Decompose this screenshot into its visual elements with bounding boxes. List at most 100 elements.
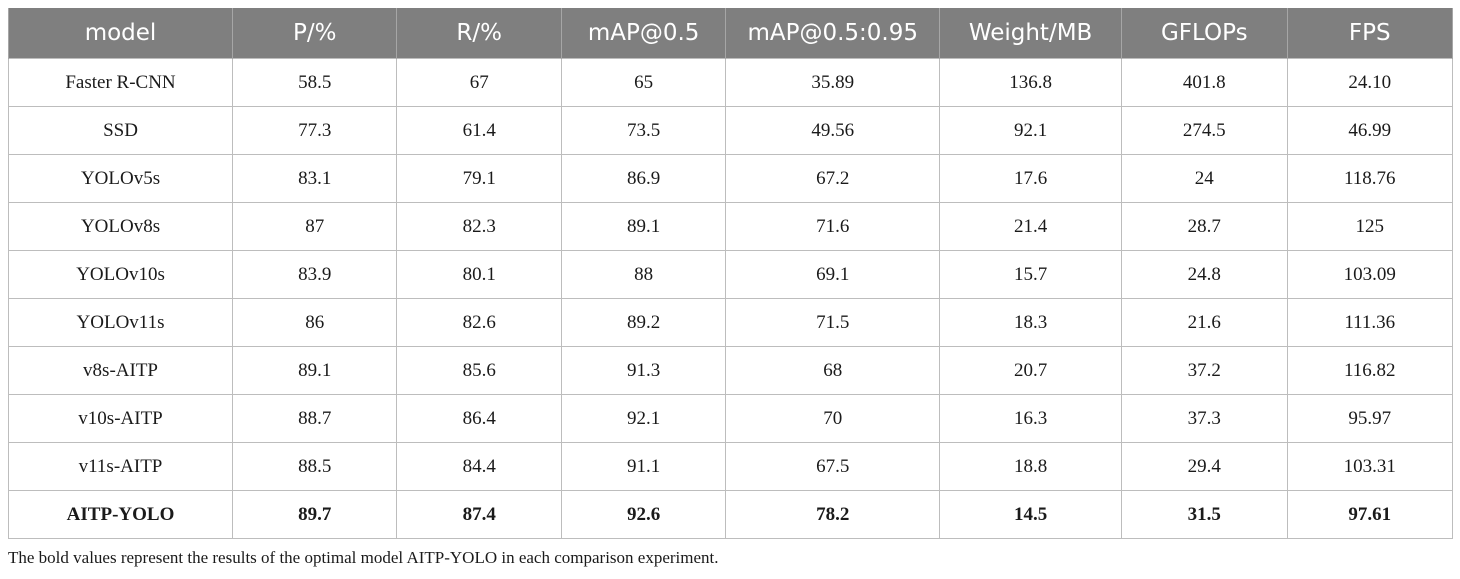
metric-cell: 67 [396, 58, 562, 107]
metric-cell: 14.5 [939, 490, 1123, 539]
metric-cell: 71.5 [725, 298, 941, 347]
table-row: YOLOv5s 83.1 79.1 86.9 67.2 17.6 24 118.76 [7, 154, 1453, 203]
model-name-cell: v10s-AITP [7, 394, 234, 443]
results-table: model P/% R/% mAP@0.5 mAP@0.5:0.95 Weigh… [7, 8, 1453, 539]
metric-cell: 97.61 [1286, 490, 1453, 539]
header-model: model [7, 8, 234, 59]
metric-cell: 83.1 [232, 154, 398, 203]
metric-cell: 82.3 [396, 202, 562, 251]
table-footnote: The bold values represent the results of… [8, 548, 719, 567]
metric-cell: 37.3 [1121, 394, 1288, 443]
table-row: v11s-AITP 88.5 84.4 91.1 67.5 18.8 29.4 103.31 [7, 442, 1453, 491]
header-weight: Weight/MB [939, 8, 1123, 59]
metric-cell: 92.6 [560, 490, 727, 539]
metric-cell: 24.8 [1121, 250, 1288, 299]
metric-cell: 77.3 [232, 106, 398, 155]
metric-cell: 18.8 [939, 442, 1123, 491]
header-fps: FPS [1286, 8, 1453, 59]
metric-cell: 18.3 [939, 298, 1123, 347]
model-name-cell: YOLOv10s [7, 250, 234, 299]
metric-cell: 61.4 [396, 106, 562, 155]
metric-cell: 86.4 [396, 394, 562, 443]
metric-cell: 87 [232, 202, 398, 251]
metric-cell: 29.4 [1121, 442, 1288, 491]
metric-cell: 103.31 [1286, 442, 1453, 491]
header-map50: mAP@0.5 [560, 8, 727, 59]
metric-cell: 95.97 [1286, 394, 1453, 443]
metric-cell: 86 [232, 298, 398, 347]
metric-cell: 89.2 [560, 298, 727, 347]
model-name-cell: YOLOv5s [7, 154, 234, 203]
header-gflops: GFLOPs [1121, 8, 1288, 59]
table-row: YOLOv11s 86 82.6 89.2 71.5 18.3 21.6 111.36 [7, 298, 1453, 347]
metric-cell: 69.1 [725, 250, 941, 299]
table-row: v8s-AITP 89.1 85.6 91.3 68 20.7 37.2 116.82 [7, 346, 1453, 395]
table-row: YOLOv8s 87 82.3 89.1 71.6 21.4 28.7 125 [7, 202, 1453, 251]
metric-cell: 73.5 [560, 106, 727, 155]
metric-cell: 88.5 [232, 442, 398, 491]
metric-cell: 21.6 [1121, 298, 1288, 347]
metric-cell: 49.56 [725, 106, 941, 155]
metric-cell: 67.2 [725, 154, 941, 203]
metric-cell: 84.4 [396, 442, 562, 491]
metric-cell: 58.5 [232, 58, 398, 107]
model-name-cell: v11s-AITP [7, 442, 234, 491]
metric-cell: 80.1 [396, 250, 562, 299]
metric-cell: 274.5 [1121, 106, 1288, 155]
metric-cell: 88.7 [232, 394, 398, 443]
metric-cell: 103.09 [1286, 250, 1453, 299]
metric-cell: 401.8 [1121, 58, 1288, 107]
table-row: Faster R-CNN 58.5 67 65 35.89 136.8 401.8 24.10 [7, 58, 1453, 107]
metric-cell: 28.7 [1121, 202, 1288, 251]
table-row: YOLOv10s 83.9 80.1 88 69.1 15.7 24.8 103.09 [7, 250, 1453, 299]
metric-cell: 16.3 [939, 394, 1123, 443]
metric-cell: 17.6 [939, 154, 1123, 203]
metric-cell: 79.1 [396, 154, 562, 203]
metric-cell: 71.6 [725, 202, 941, 251]
metric-cell: 87.4 [396, 490, 562, 539]
model-name-cell: YOLOv8s [7, 202, 234, 251]
header-recall: R/% [396, 8, 562, 59]
metric-cell: 31.5 [1121, 490, 1288, 539]
metric-cell: 35.89 [725, 58, 941, 107]
metric-cell: 86.9 [560, 154, 727, 203]
model-name-cell: YOLOv11s [7, 298, 234, 347]
metric-cell: 67.5 [725, 442, 941, 491]
metric-cell: 91.1 [560, 442, 727, 491]
metric-cell: 116.82 [1286, 346, 1453, 395]
metric-cell: 89.7 [232, 490, 398, 539]
metric-cell: 20.7 [939, 346, 1123, 395]
metric-cell: 92.1 [560, 394, 727, 443]
metric-cell: 46.99 [1286, 106, 1453, 155]
metric-cell: 37.2 [1121, 346, 1288, 395]
table-row: v10s-AITP 88.7 86.4 92.1 70 16.3 37.3 95.97 [7, 394, 1453, 443]
metric-cell: 15.7 [939, 250, 1123, 299]
header-map50-95: mAP@0.5:0.95 [725, 8, 941, 59]
metric-cell: 89.1 [560, 202, 727, 251]
table-body: Faster R-CNN 58.5 67 65 35.89 136.8 401.8 24.10… [7, 58, 1453, 539]
metric-cell: 111.36 [1286, 298, 1453, 347]
table-row: SSD 77.3 61.4 73.5 49.56 92.1 274.5 46.99 [7, 106, 1453, 155]
metric-cell: 91.3 [560, 346, 727, 395]
metric-cell: 78.2 [725, 490, 941, 539]
metric-cell: 70 [725, 394, 941, 443]
model-name-cell: Faster R-CNN [7, 58, 234, 107]
header-row: model P/% R/% mAP@0.5 mAP@0.5:0.95 Weigh… [7, 8, 1453, 59]
metric-cell: 88 [560, 250, 727, 299]
metric-cell: 65 [560, 58, 727, 107]
metric-cell: 85.6 [396, 346, 562, 395]
metric-cell: 136.8 [939, 58, 1123, 107]
metric-cell: 68 [725, 346, 941, 395]
metric-cell: 125 [1286, 202, 1453, 251]
table-row: AITP-YOLO 89.7 87.4 92.6 78.2 14.5 31.5 97.61 [7, 490, 1453, 539]
metric-cell: 118.76 [1286, 154, 1453, 203]
metric-cell: 82.6 [396, 298, 562, 347]
metric-cell: 21.4 [939, 202, 1123, 251]
model-name-cell: AITP-YOLO [7, 490, 234, 539]
metric-cell: 24 [1121, 154, 1288, 203]
metric-cell: 89.1 [232, 346, 398, 395]
model-name-cell: SSD [7, 106, 234, 155]
metric-cell: 24.10 [1286, 58, 1453, 107]
metric-cell: 92.1 [939, 106, 1123, 155]
metric-cell: 83.9 [232, 250, 398, 299]
